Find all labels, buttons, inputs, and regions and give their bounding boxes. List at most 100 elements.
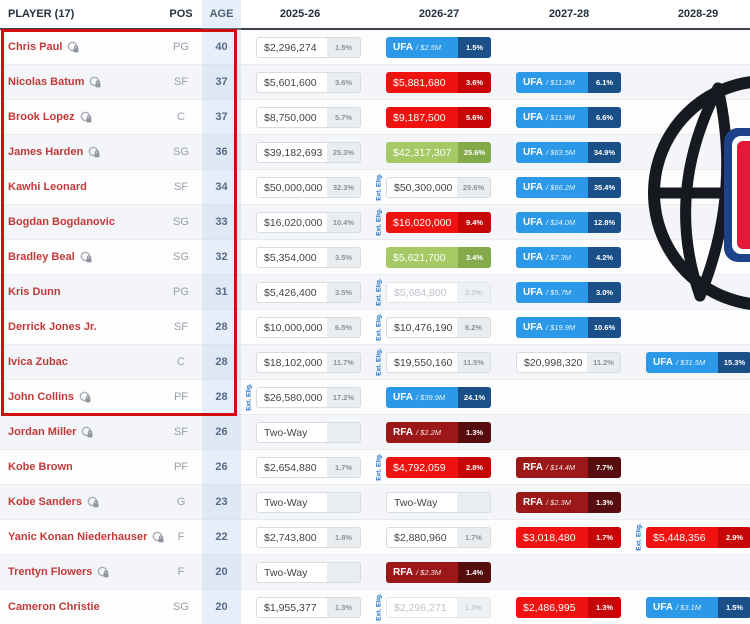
player-name-link[interactable]: Yanic Konan Niederhauser (8, 531, 148, 543)
contract-amount: RFA / $14.4M (516, 457, 588, 478)
player-name-link[interactable]: Nicolas Batum (8, 76, 85, 88)
contract-badge[interactable]: $10,476,190 6.2% (386, 317, 491, 338)
contract-badge[interactable]: UFA / $19.9M 10.6% (516, 317, 621, 338)
cap-percent: 1.3% (588, 597, 621, 618)
player-cell: Derrick Jones Jr. (8, 310, 97, 344)
contract-badge[interactable]: UFA / $2.5M 1.5% (386, 37, 491, 58)
contract-amount: $4,792,059 (393, 461, 446, 474)
contract-badge[interactable]: UFA / $24.0M 12.8% (516, 212, 621, 233)
player-name-link[interactable]: Kawhi Leonard (8, 181, 87, 193)
player-cell: Yanic Konan Niederhauser (8, 520, 165, 554)
player-name-link[interactable]: James Harden (8, 146, 84, 158)
contract-badge[interactable]: UFA / $3.1M 1.5% (646, 597, 750, 618)
contract-badge[interactable]: $5,426,400 3.5% (256, 282, 361, 303)
player-name-link[interactable]: Kobe Brown (8, 461, 73, 473)
contract-badge[interactable]: UFA / $11.9M 6.6% (516, 107, 621, 128)
contract-badge[interactable]: $50,300,000 29.6% (386, 177, 491, 198)
contract-badge[interactable]: RFA / $2.2M 1.3% (386, 422, 491, 443)
season-cell-2027-28: UFA / $63.5M 34.9% (505, 135, 635, 170)
player-cell: Kobe Sanders (8, 485, 100, 519)
column-header-season-2028-29[interactable]: 2028-29 (677, 8, 719, 20)
player-name-link[interactable]: Derrick Jones Jr. (8, 321, 97, 333)
contract-amount: $5,881,680 (393, 76, 446, 89)
contract-badge[interactable]: $2,654,880 1.7% (256, 457, 361, 478)
contract-badge[interactable]: $3,018,480 1.7% (516, 527, 621, 548)
cap-percent: 6.2% (457, 318, 490, 337)
table-row: Derrick Jones Jr. SF 28 $10,000,000 6.5% Ext.… (0, 310, 750, 345)
player-name-link[interactable]: Bogdan Bogdanovic (8, 216, 115, 228)
contract-badge[interactable]: $10,000,000 6.5% (256, 317, 361, 338)
column-header-season-2025-26[interactable]: 2025-26 (279, 8, 321, 20)
contract-badge[interactable]: $5,448,356 2.9% (646, 527, 750, 548)
column-header-season-2027-28[interactable]: 2027-28 (548, 8, 590, 20)
contract-badge[interactable]: UFA / $66.2M 35.4% (516, 177, 621, 198)
contract-badge[interactable]: $20,998,320 11.2% (516, 352, 621, 373)
player-name-link[interactable]: Trentyn Flowers (8, 566, 93, 578)
player-name-link[interactable]: Cameron Christie (8, 601, 100, 613)
player-name-link[interactable]: Kobe Sanders (8, 496, 82, 508)
column-header-pos[interactable]: POS (169, 8, 193, 20)
contract-badge[interactable]: $9,187,500 5.6% (386, 107, 491, 128)
cap-percent: 7.7% (588, 457, 621, 478)
contract-badge[interactable]: RFA / $14.4M 7.7% (516, 457, 621, 478)
contract-badge[interactable]: $2,486,995 1.3% (516, 597, 621, 618)
contract-badge[interactable]: RFA / $2.3M 1.3% (516, 492, 621, 513)
contract-badge[interactable]: $4,792,059 2.8% (386, 457, 491, 478)
contract-badge[interactable]: $18,102,000 11.7% (256, 352, 361, 373)
clippers-logo (648, 76, 750, 310)
contract-badge[interactable]: $16,020,000 10.4% (256, 212, 361, 233)
player-name-link[interactable]: John Collins (8, 391, 74, 403)
table-row: Jordan Miller SF 26 Two-Way RFA / $2.2M 1.3% (0, 415, 750, 450)
contract-badge[interactable]: $2,743,800 1.8% (256, 527, 361, 548)
contract-badge[interactable]: $8,750,000 5.7% (256, 107, 361, 128)
contract-badge[interactable]: Two-Way (386, 492, 491, 513)
player-name-link[interactable]: Jordan Miller (8, 426, 77, 438)
contract-badge[interactable]: $19,550,160 11.5% (386, 352, 491, 373)
contract-badge[interactable]: UFA / $31.5M 15.3% (646, 352, 750, 373)
position-cell: SF (173, 426, 189, 438)
season-cell-2027-28: UFA / $11.9M 6.6% (505, 100, 635, 135)
contract-badge[interactable]: $26,580,000 17.2% (256, 387, 361, 408)
column-header-age[interactable]: AGE (209, 8, 234, 20)
column-header-season-2026-27[interactable]: 2026-27 (418, 8, 460, 20)
contract-amount: $42,317,307 (393, 146, 452, 159)
player-cell: James Harden (8, 135, 101, 169)
player-name-link[interactable]: Bradley Beal (8, 251, 75, 263)
season-cell-2026-27: Ext. Elig. $16,020,000 9.4% (375, 205, 505, 240)
player-name-link[interactable]: Kris Dunn (8, 286, 61, 298)
contract-badge[interactable]: $2,296,271 1.3% (386, 597, 491, 618)
contract-amount: $5,684,800 (394, 286, 447, 299)
contract-badge[interactable]: RFA / $2.3M 1.4% (386, 562, 491, 583)
contract-badge[interactable]: $5,684,800 3.3% (386, 282, 491, 303)
contract-badge[interactable]: $1,955,377 1.3% (256, 597, 361, 618)
contract-badge[interactable]: $2,880,960 1.7% (386, 527, 491, 548)
contract-badge[interactable]: $16,020,000 9.4% (386, 212, 491, 233)
contract-badge[interactable]: $5,601,600 3.6% (256, 72, 361, 93)
contract-badge[interactable]: UFA / $39.9M 24.1% (386, 387, 491, 408)
player-name-link[interactable]: Ivica Zubac (8, 356, 68, 368)
player-cell: Trentyn Flowers (8, 555, 110, 589)
contract-badge[interactable]: $5,881,680 3.6% (386, 72, 491, 93)
contract-badge[interactable]: $39,182,693 25.3% (256, 142, 361, 163)
contract-badge[interactable]: Two-Way (256, 422, 361, 443)
contract-badge[interactable]: UFA / $7.3M 4.2% (516, 247, 621, 268)
player-name-link[interactable]: Brook Lopez (8, 111, 75, 123)
contract-badge[interactable]: $50,000,000 32.3% (256, 177, 361, 198)
cap-percent: 11.2% (587, 353, 620, 372)
contract-badge[interactable]: UFA / $5.7M 3.0% (516, 282, 621, 303)
contract-amount: Two-Way (394, 496, 438, 509)
contract-badge[interactable]: $2,296,274 1.5% (256, 37, 361, 58)
cap-percent (457, 493, 490, 512)
contract-badge[interactable]: Two-Way (256, 562, 361, 583)
contract-badge[interactable]: $42,317,307 25.6% (386, 142, 491, 163)
contract-badge[interactable]: UFA / $63.5M 34.9% (516, 142, 621, 163)
column-header-player[interactable]: PLAYER (17) (8, 8, 75, 20)
contract-badge[interactable]: $5,354,000 3.5% (256, 247, 361, 268)
contract-badge[interactable]: UFA / $11.2M 6.1% (516, 72, 621, 93)
contract-badge[interactable]: $5,621,700 3.4% (386, 247, 491, 268)
season-cell-2027-28: UFA / $7.3M 4.2% (505, 240, 635, 275)
player-name-link[interactable]: Chris Paul (8, 41, 63, 53)
contract-badge[interactable]: Two-Way (256, 492, 361, 513)
table-row: Kawhi Leonard SF 34 $50,000,000 32.3% Ext. El… (0, 170, 750, 205)
season-cell-2026-27: RFA / $2.3M 1.4% (375, 555, 505, 590)
